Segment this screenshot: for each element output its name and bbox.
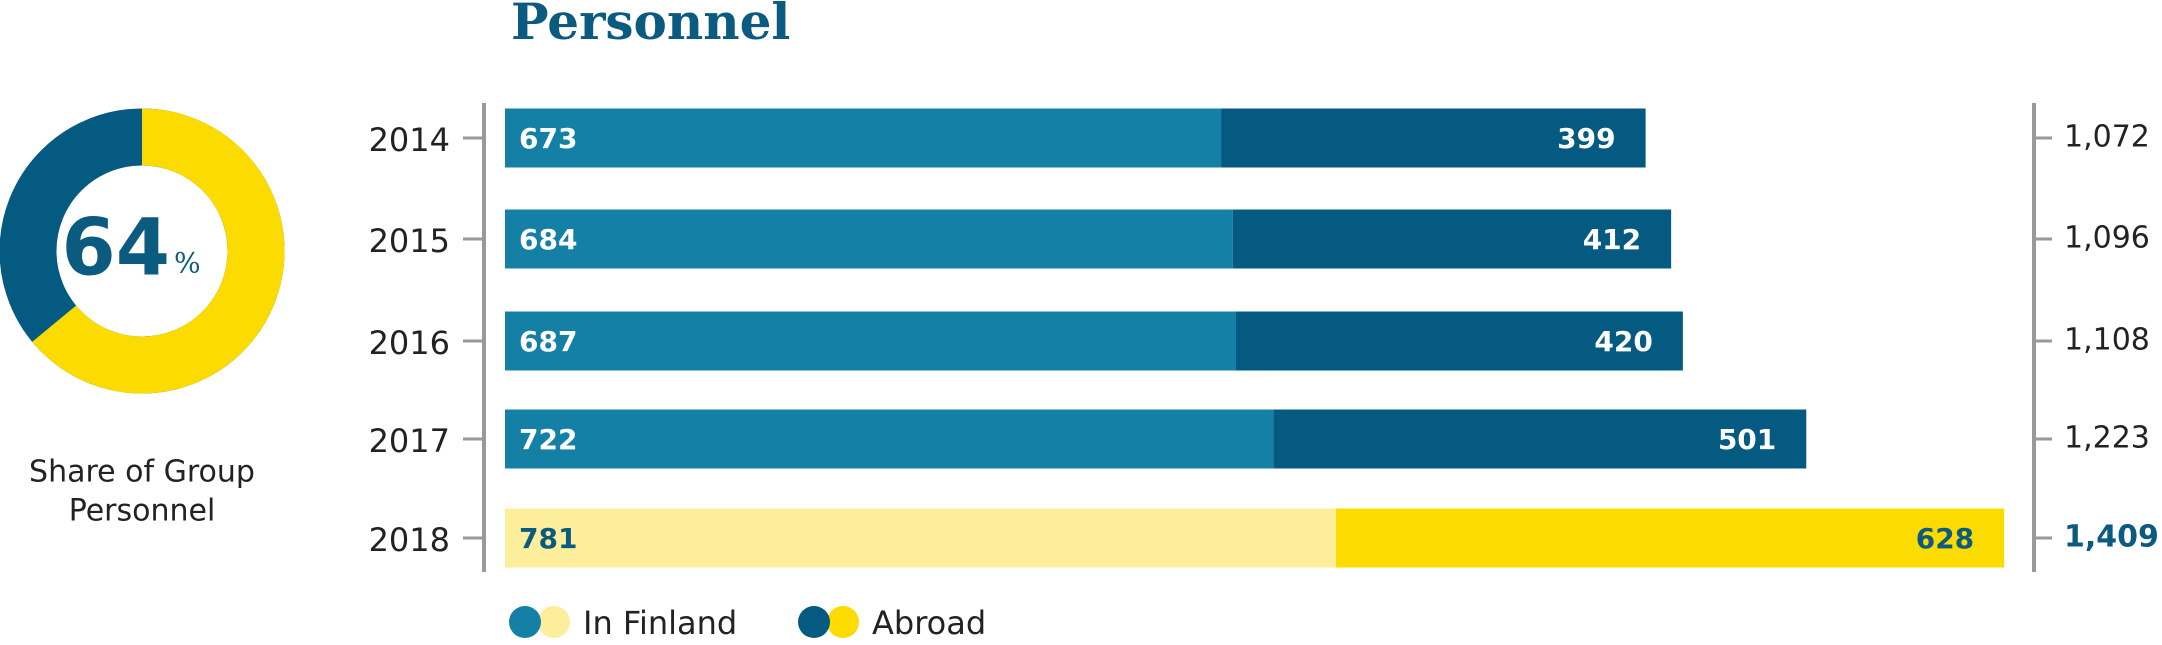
bar-segment — [505, 409, 1274, 469]
y-tick-label: 2014 — [369, 121, 450, 159]
value-label: 420 — [1594, 325, 1652, 358]
bar-segment — [505, 209, 1233, 269]
donut-unit: % — [174, 247, 201, 280]
value-label: 687 — [519, 325, 577, 358]
value-label: 684 — [519, 223, 577, 256]
bar-segment — [1273, 409, 1807, 469]
legend-label: In Finland — [583, 604, 737, 642]
total-label: 1,108 — [2064, 323, 2150, 358]
bar-segment — [1221, 108, 1646, 168]
value-label: 722 — [519, 423, 577, 456]
value-label: 399 — [1557, 122, 1615, 155]
legend-swatch — [798, 606, 830, 638]
value-label: 501 — [1718, 423, 1776, 456]
bar-segment — [505, 108, 1222, 168]
chart-title: Personnel — [511, 0, 790, 51]
total-label: 1,409 — [2064, 520, 2159, 555]
value-label: 628 — [1916, 522, 1974, 555]
legend-swatch — [827, 606, 859, 638]
donut-value: 64 — [61, 203, 170, 293]
value-label: 781 — [519, 522, 577, 555]
total-label: 1,072 — [2064, 120, 2150, 155]
bar-segment — [505, 508, 1336, 568]
legend-swatch — [538, 606, 570, 638]
total-label: 1,096 — [2064, 221, 2150, 256]
donut-label: Share of Group — [29, 455, 255, 490]
value-label: 412 — [1583, 223, 1641, 256]
bar-segment — [1235, 311, 1683, 371]
legend-swatch — [509, 606, 541, 638]
y-tick-label: 2015 — [369, 222, 450, 260]
bar-segment — [505, 311, 1236, 371]
total-label: 1,223 — [2064, 421, 2150, 456]
donut-label: Personnel — [69, 494, 216, 529]
legend-label: Abroad — [872, 604, 986, 642]
donut-segment — [32, 108, 285, 394]
bar-segment — [1335, 508, 2005, 568]
bar-segment — [1232, 209, 1672, 269]
y-tick-label: 2017 — [369, 422, 450, 460]
y-tick-label: 2018 — [369, 521, 450, 559]
y-tick-label: 2016 — [369, 324, 450, 362]
value-label: 673 — [519, 122, 577, 155]
